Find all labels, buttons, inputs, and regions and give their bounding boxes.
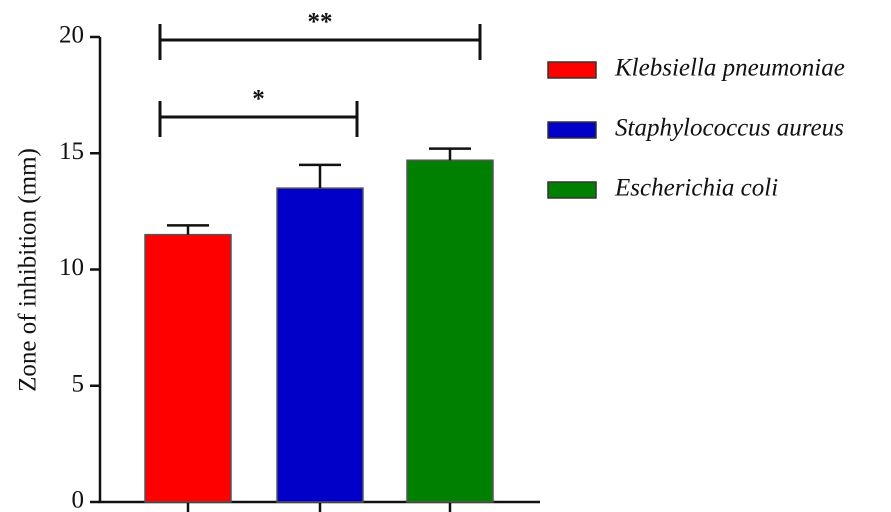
significance-label: * bbox=[252, 86, 265, 113]
significance-bracket bbox=[158, 101, 359, 137]
y-axis-label: Zone of inhibition (mm) bbox=[15, 148, 42, 392]
bar bbox=[406, 159, 494, 503]
y-tick-label: 10 bbox=[59, 254, 84, 281]
error-bar bbox=[429, 147, 471, 161]
y-tick-label: 0 bbox=[72, 487, 85, 512]
bar bbox=[276, 187, 364, 503]
legend-label: Klebsiella pneumoniae bbox=[614, 55, 845, 82]
y-tick-label: 15 bbox=[59, 138, 84, 165]
significance-label: ** bbox=[308, 9, 333, 36]
error-bar bbox=[299, 163, 341, 189]
legend-swatch bbox=[547, 61, 597, 79]
y-tick-label: 5 bbox=[72, 370, 85, 397]
legend-label: Escherichia coli bbox=[614, 175, 778, 202]
error-bar bbox=[167, 224, 209, 235]
legend-swatch bbox=[547, 121, 597, 139]
y-tick-label: 20 bbox=[59, 22, 84, 49]
legend-swatch bbox=[547, 181, 597, 199]
legend-label: Staphylococcus aureus bbox=[615, 115, 844, 142]
significance-bracket bbox=[158, 24, 482, 60]
bar bbox=[144, 233, 232, 503]
